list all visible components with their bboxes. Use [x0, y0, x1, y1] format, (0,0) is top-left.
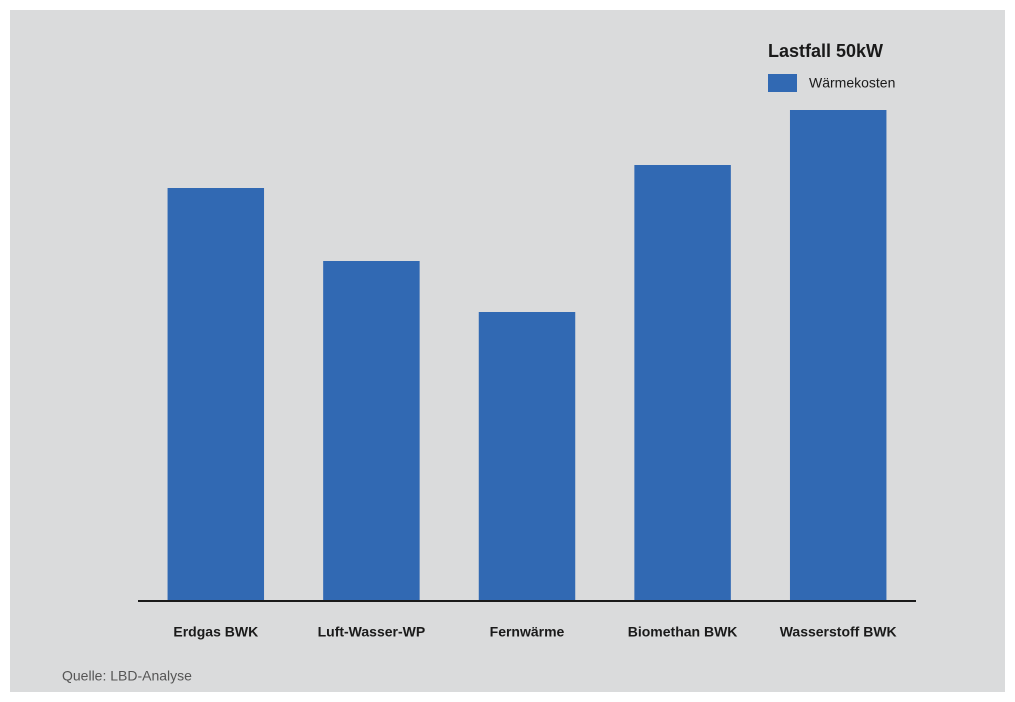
x-tick-label: Fernwärme — [490, 624, 565, 640]
x-tick-label: Erdgas BWK — [173, 624, 258, 640]
source-note: Quelle: LBD-Analyse — [62, 668, 192, 684]
bar — [478, 312, 576, 601]
legend-title: Lastfall 50kW — [768, 41, 883, 61]
x-tick-label: Biomethan BWK — [628, 624, 738, 640]
bar — [634, 165, 731, 601]
bar — [323, 261, 420, 601]
x-tick-label: Luft-Wasser-WP — [318, 624, 426, 640]
x-tick-label: Wasserstoff BWK — [780, 624, 897, 640]
legend-swatch — [768, 74, 797, 92]
bar — [167, 188, 265, 601]
bar — [789, 110, 887, 601]
legend-label: Wärmekosten — [809, 75, 895, 91]
